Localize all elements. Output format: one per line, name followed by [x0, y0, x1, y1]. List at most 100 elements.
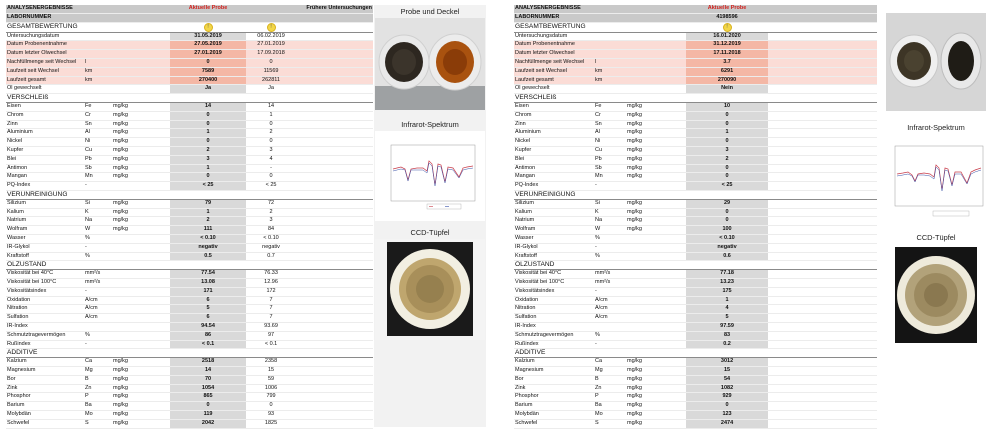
- parameter-symbol: Ni: [84, 137, 112, 147]
- parameter-unit: mg/kg: [626, 146, 687, 156]
- ccd-panel-title: CCD-Tüpfel: [410, 228, 450, 237]
- parameter-symbol: [594, 49, 626, 60]
- table-row: Barium Ba mg/kg 0 0: [6, 401, 374, 411]
- table-row: IR-Index 94.54 93.69: [6, 322, 374, 332]
- ir-panel-title: Infrarot-Spektrum: [401, 120, 459, 129]
- parameter-unit: [112, 49, 171, 60]
- section-title: ÖLZUSTAND: [6, 260, 171, 271]
- previous-value: 97: [246, 331, 297, 341]
- spacer-cell: [296, 155, 374, 165]
- previous-value: 27.01.2019: [246, 40, 297, 51]
- spacer-cell: [768, 357, 878, 367]
- parameter-unit: mg/kg: [626, 172, 687, 183]
- previous-value: 84: [246, 225, 297, 235]
- parameter-symbol: mm²/s: [84, 278, 112, 288]
- parameter-unit: [112, 313, 171, 323]
- table-row: Sulfation A/cm 6 7: [6, 313, 374, 323]
- table-row: Wasser% < 0.10 < 0.10: [6, 234, 374, 244]
- previous-value: 7: [246, 296, 297, 306]
- ir-spectrum: [881, 134, 991, 226]
- table-row: Rußindex - 0.2: [514, 340, 878, 350]
- current-value: 123: [686, 410, 769, 420]
- section-status: [686, 348, 769, 359]
- parameter-unit: [112, 331, 171, 341]
- parameter-label: Laufzeit gesamt: [6, 76, 84, 86]
- parameter-symbol: Cr: [84, 111, 112, 121]
- table-row: Viskositätsindex - 175: [514, 287, 878, 297]
- parameter-label: Rußindex: [6, 340, 84, 350]
- spacer-cell: [296, 401, 374, 411]
- parameter-label: Schmutztragevermögen: [6, 331, 84, 341]
- ir-spectrum-chart: [390, 144, 476, 210]
- table-header-row: LABORNUMMER: [6, 13, 374, 23]
- current-value: 0.2: [686, 340, 769, 350]
- parameter-unit: mg/kg: [112, 199, 171, 209]
- section-status: [686, 93, 769, 104]
- spacer-cell: [296, 269, 374, 279]
- previous-value: 2358: [246, 357, 297, 367]
- section-status: [170, 348, 247, 359]
- table-row: IR-Glykol - negativ negativ: [6, 243, 374, 253]
- ccd-panel-title: CCD-Tüpfel: [916, 233, 956, 242]
- current-value: 2: [170, 216, 247, 227]
- parameter-symbol: [84, 32, 112, 42]
- ir-spectrum-chart: [894, 145, 984, 217]
- current-value: 10: [686, 102, 769, 112]
- parameter-symbol: -: [84, 181, 112, 191]
- parameter-label: Bor: [514, 375, 594, 385]
- parameter-label: Viskosität bei 40°C: [6, 269, 84, 279]
- parameter-label: Kraftstoff: [6, 252, 84, 262]
- parameter-symbol: Ca: [594, 357, 626, 367]
- parameter-unit: [626, 84, 687, 95]
- spacer-cell: [296, 172, 374, 183]
- current-value: 1: [686, 296, 769, 306]
- current-value: 17.11.2018: [686, 49, 769, 60]
- parameter-symbol: Al: [594, 128, 626, 139]
- parameter-label: Öl gewechselt: [6, 84, 84, 95]
- parameter-unit: [112, 243, 171, 253]
- parameter-label: Barium: [6, 401, 84, 411]
- parameter-symbol: [84, 84, 112, 95]
- sample-jars-image: [886, 13, 986, 111]
- parameter-label: Chrom: [514, 111, 594, 121]
- parameter-label: Wasser: [6, 234, 84, 244]
- parameter-unit: mg/kg: [626, 410, 687, 420]
- section-title: GESAMTBEWERTUNG: [6, 22, 171, 33]
- parameter-unit: mg/kg: [112, 366, 171, 376]
- current-value: 6: [170, 296, 247, 306]
- parameter-symbol: -: [84, 243, 112, 253]
- parameter-unit: mg/kg: [112, 128, 171, 139]
- parameter-unit: mg/kg: [626, 384, 687, 394]
- spacer-cell: [296, 340, 374, 350]
- parameter-symbol: Na: [594, 216, 626, 227]
- current-value: 3012: [686, 357, 769, 367]
- spacer-cell: [296, 243, 374, 253]
- current-value: 70: [170, 375, 247, 385]
- parameter-symbol: l: [594, 58, 626, 68]
- parameter-symbol: Sn: [594, 120, 626, 130]
- table-row: Schmutztragevermögen% 83: [514, 331, 878, 341]
- spacer-cell: [768, 84, 878, 95]
- parameter-unit: mg/kg: [112, 120, 171, 130]
- parameter-unit: [626, 76, 687, 86]
- current-value: 3: [686, 146, 769, 156]
- parameter-symbol: -: [594, 181, 626, 191]
- parameter-symbol: Sb: [84, 164, 112, 174]
- parameter-unit: mg/kg: [112, 208, 171, 218]
- spacer-cell: [296, 313, 374, 323]
- spacer-cell: [296, 67, 374, 77]
- current-value: 175: [686, 287, 769, 297]
- spacer-cell: [768, 269, 878, 279]
- previous-value: 0: [246, 58, 297, 68]
- section-header-row: ÖLZUSTAND: [6, 260, 374, 271]
- ccd-spot: [375, 239, 485, 340]
- parameter-symbol: Fe: [594, 102, 626, 112]
- current-value: 31.12.2019: [686, 40, 769, 51]
- current-value: 29: [686, 199, 769, 209]
- table-row: Wasser% < 0.10: [514, 234, 878, 244]
- table-row: Viskosität bei 100°C mm²/s 13.08 12.96: [6, 278, 374, 288]
- spacer-cell: [768, 146, 878, 156]
- parameter-unit: [626, 278, 687, 288]
